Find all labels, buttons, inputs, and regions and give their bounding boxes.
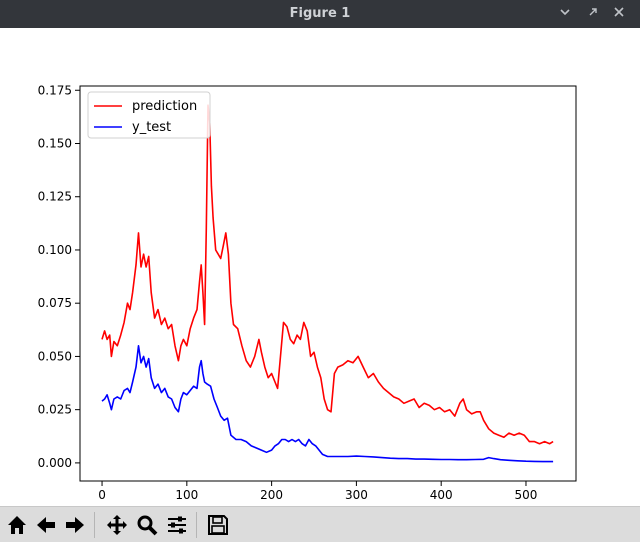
zoom-button[interactable] [134,512,160,538]
chevron-down-icon [560,9,570,16]
home-button[interactable] [4,512,30,538]
series-lines [101,104,554,463]
window-title: Figure 1 [289,6,351,21]
move-icon [107,515,127,535]
plot-area [79,85,577,482]
arrow-left-icon [37,517,55,533]
back-button[interactable] [33,512,59,538]
configure-subplots-button[interactable] [164,512,190,538]
x-tick-label: 100 [175,488,198,502]
sliders-icon [168,516,186,534]
pan-button[interactable] [104,512,130,538]
floppy-disk-icon [208,515,228,535]
x-axis: 0 100 200 300 400 500 [98,481,537,502]
series-line-prediction [101,104,554,445]
magnifier-icon [137,515,158,536]
navigation-toolbar [0,506,640,542]
series-line-y-test [101,345,554,463]
y-tick-label: 0.100 [38,243,72,257]
x-tick-label: 400 [430,488,453,502]
x-tick-label: 0 [98,488,106,502]
home-icon [8,516,26,534]
y-tick-label: 0.125 [38,190,72,204]
line-chart: 0 100 200 300 400 500 0.000 0.025 0.050 0.075 0.1… [38,83,577,502]
figure-canvas[interactable]: 0 100 200 300 400 500 0.000 0.025 0.050 0.075 0.1… [0,28,640,506]
x-tick-label: 300 [345,488,368,502]
y-tick-label: 0.175 [38,83,72,97]
close-button[interactable] [610,5,628,23]
y-tick-label: 0.150 [38,136,72,150]
save-button[interactable] [205,512,231,538]
x-tick-label: 200 [260,488,283,502]
legend-label: y_test [132,120,171,135]
window-titlebar: Figure 1 [0,0,640,28]
toolbar-separator [94,512,95,538]
y-tick-label: 0.050 [38,349,72,363]
minimize-button[interactable] [556,5,574,23]
toolbar-separator [196,512,197,538]
y-tick-label: 0.025 [38,403,72,417]
y-axis: 0.000 0.025 0.050 0.075 0.100 0.125 0.150 0.175 [38,83,80,470]
close-icon [614,7,624,17]
restore-icon [589,8,597,16]
forward-button[interactable] [62,512,88,538]
legend: prediction y_test [87,91,211,139]
y-tick-label: 0.075 [38,296,72,310]
x-tick-label: 500 [515,488,538,502]
arrow-right-icon [66,517,84,533]
y-tick-label: 0.000 [38,456,72,470]
legend-label: prediction [132,99,197,114]
restore-button[interactable] [584,5,602,23]
